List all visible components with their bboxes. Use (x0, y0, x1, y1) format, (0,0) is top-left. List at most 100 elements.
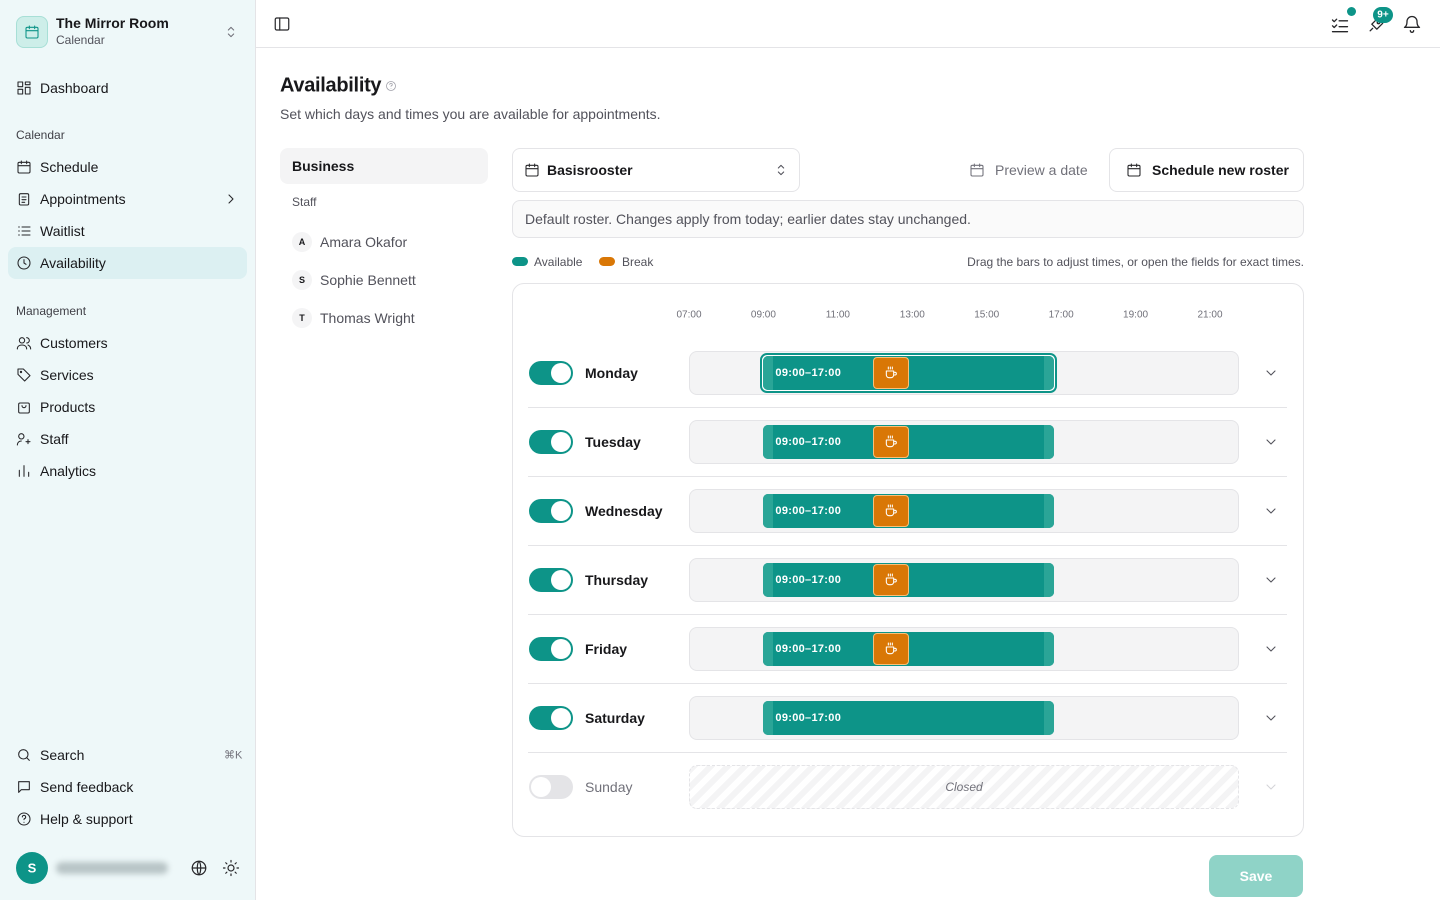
day-expand (1266, 784, 1276, 790)
nav-section-label: Calendar (16, 128, 65, 142)
break-block[interactable] (873, 495, 909, 527)
bar-handle-end[interactable] (1044, 494, 1055, 528)
nav-item[interactable]: Staff (40, 431, 69, 447)
save-text[interactable]: Save (1239, 868, 1273, 884)
nav-icon (18, 749, 30, 761)
bar-handle-start[interactable] (763, 494, 774, 528)
bar-label: 09:00–17:00 (775, 574, 842, 586)
nav-item[interactable]: Send feedback (40, 779, 134, 795)
day-toggle-knob (551, 570, 571, 590)
bar-handle-end[interactable] (1044, 701, 1055, 735)
bar-handle-start[interactable] (763, 563, 774, 597)
user-email-blurred (56, 862, 168, 874)
day-name: Monday (585, 365, 638, 381)
nav-item[interactable]: Appointments (40, 191, 126, 207)
nav-item[interactable]: Availability (40, 255, 106, 271)
staff-initial-bg (292, 232, 312, 252)
legend-hint: Drag the bars to adjust times, or open t… (967, 255, 1304, 269)
nav-icon (16, 337, 32, 350)
nav-active-bg[interactable] (8, 247, 247, 279)
nav-item[interactable]: Help & support (40, 811, 133, 827)
new-roster-button[interactable] (1109, 148, 1304, 192)
bar-handle-start[interactable] (763, 356, 774, 390)
row-divider (528, 683, 1287, 684)
staff-label: Staff (292, 195, 317, 209)
page-title: Availability (280, 74, 382, 97)
roster-select-icon (525, 163, 539, 177)
tab-business[interactable]: Business (292, 158, 355, 174)
bar-handle-start[interactable] (763, 701, 774, 735)
day-toggle-knob (551, 432, 571, 452)
day-name: Thursday (585, 572, 649, 588)
nav-item[interactable]: Services (40, 367, 94, 383)
bar-handle-end[interactable] (1044, 563, 1055, 597)
org-name: The Mirror Room (56, 15, 169, 31)
notifications-button (1403, 15, 1421, 33)
day-expand (1266, 508, 1276, 514)
day-name: Friday (585, 641, 628, 657)
nav-item[interactable]: Analytics (40, 463, 97, 479)
row-divider (528, 407, 1287, 408)
nav-icon (17, 812, 31, 826)
day-name: Saturday (585, 710, 645, 726)
legend-available-swatch (512, 257, 528, 266)
topbar-border (256, 47, 1440, 48)
staff-name[interactable]: Sophie Bennett (320, 272, 416, 288)
roster-select[interactable] (512, 148, 800, 192)
nav-expand (228, 194, 234, 204)
language-button (191, 860, 207, 876)
sidebar (0, 0, 256, 900)
availability-bar[interactable] (763, 701, 1055, 735)
day-name: Sunday (585, 779, 633, 795)
title-help (386, 81, 396, 91)
tab-business-bg[interactable] (280, 148, 488, 184)
nav-icon (17, 160, 31, 174)
bar-handle-end[interactable] (1044, 425, 1055, 459)
roster-note: Default roster. Changes apply from today… (525, 211, 971, 227)
bar-handle-start[interactable] (763, 632, 774, 666)
hour-label: 09:00 (750, 309, 776, 321)
day-name: Tuesday (585, 434, 641, 450)
save-button[interactable] (1209, 855, 1303, 897)
bar-handle-start[interactable] (763, 425, 774, 459)
break-block[interactable] (873, 564, 909, 596)
day-track-closed (689, 765, 1239, 809)
new-roster-text[interactable]: Schedule new roster (1152, 162, 1289, 178)
preview-date[interactable]: Preview a date (995, 162, 1088, 178)
day-expand (1266, 715, 1276, 721)
org-logo-icon (25, 25, 39, 39)
nav-item[interactable]: Products (40, 399, 96, 415)
nav-icon (17, 256, 31, 270)
roster-select-text[interactable]: Basisrooster (547, 162, 633, 178)
org-sub: Calendar (56, 33, 105, 47)
day-closed: Closed (945, 780, 983, 794)
bar-label: 09:00–17:00 (775, 505, 842, 517)
bar-label: 09:00–17:00 (775, 436, 842, 448)
roster-note-box (512, 200, 1304, 238)
hour-label: 11:00 (825, 309, 850, 321)
sidebar-toggle (274, 17, 290, 31)
nav-item[interactable]: Dashboard (40, 80, 109, 96)
staff-name[interactable]: Amara Okafor (320, 234, 408, 250)
break-block[interactable] (873, 426, 909, 458)
staff-name[interactable]: Thomas Wright (320, 310, 415, 326)
bar-label: 09:00–17:00 (775, 643, 842, 655)
nav-item[interactable]: Search (40, 747, 85, 763)
bar-handle-end[interactable] (1044, 356, 1055, 390)
hour-label: 15:00 (974, 309, 1000, 321)
break-icon (885, 366, 897, 379)
nav-item[interactable]: Schedule (40, 159, 99, 175)
break-icon (885, 642, 897, 655)
day-toggle-knob (551, 708, 571, 728)
break-block[interactable] (873, 633, 909, 665)
roster-select-arrows (777, 164, 785, 176)
break-icon (885, 573, 897, 586)
row-divider (528, 476, 1287, 477)
nav-item[interactable]: Customers (40, 335, 108, 351)
break-block[interactable] (873, 357, 909, 389)
row-divider (528, 614, 1287, 615)
theme-button (222, 859, 240, 877)
break-icon (885, 504, 897, 517)
bar-handle-end[interactable] (1044, 632, 1055, 666)
nav-item[interactable]: Waitlist (40, 223, 85, 239)
